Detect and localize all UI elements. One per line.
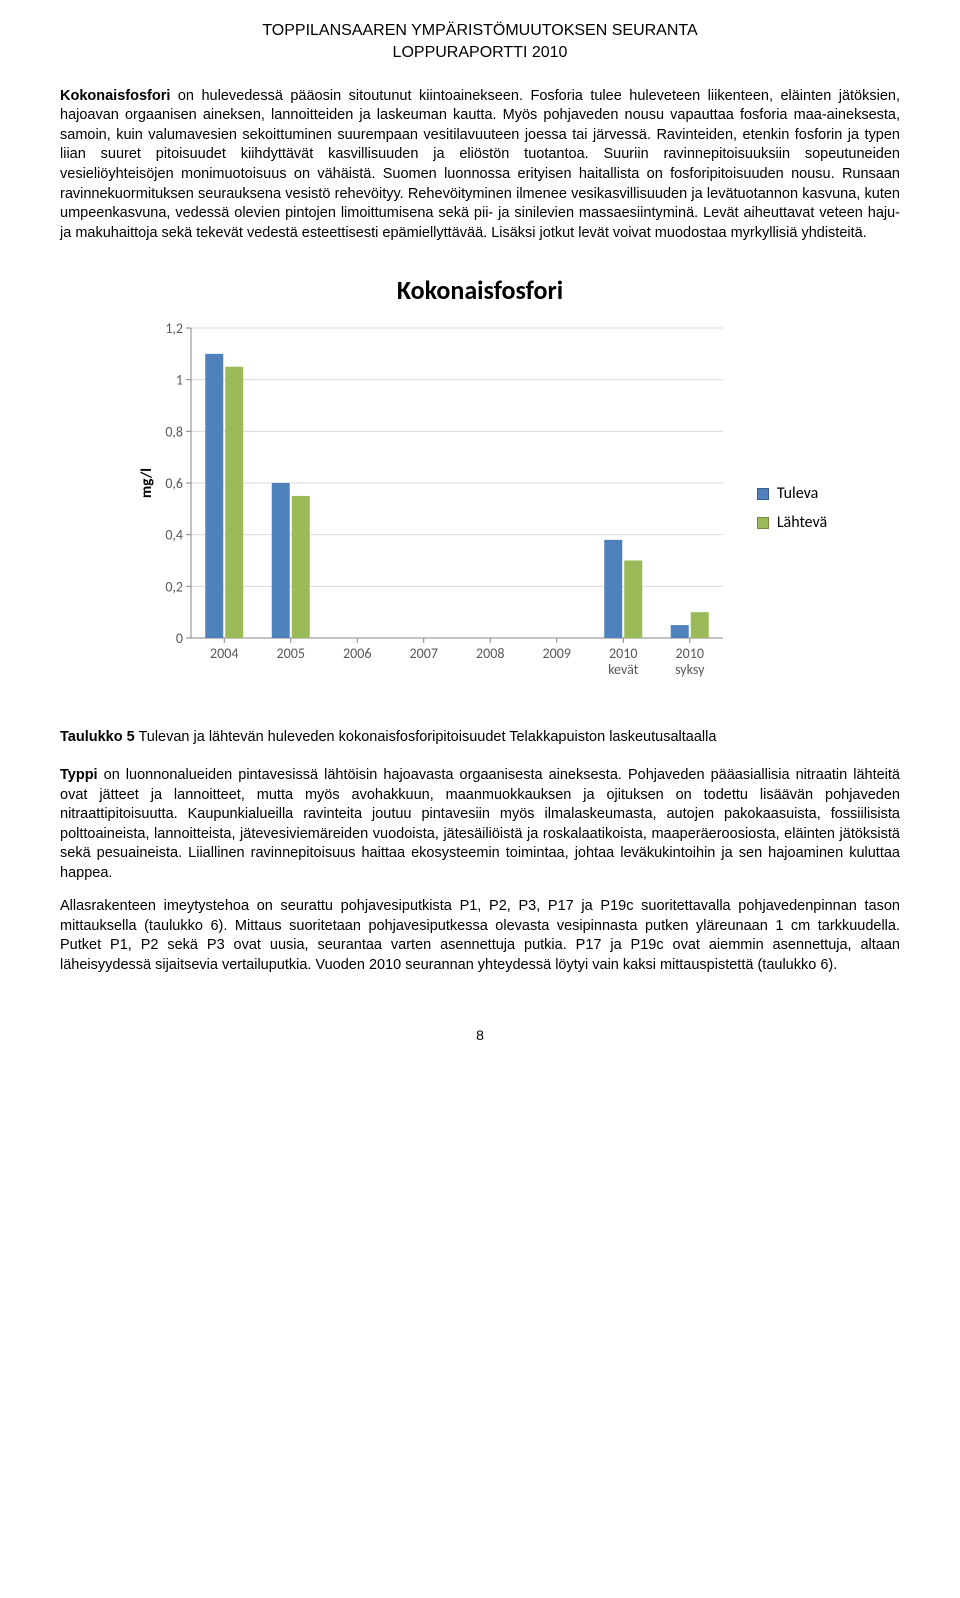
legend-swatch-tuleva bbox=[757, 488, 769, 500]
svg-text:2004: 2004 bbox=[210, 645, 238, 662]
svg-text:0,8: 0,8 bbox=[165, 424, 183, 441]
chart-body: 0 0,2 0,4 0,6 0,8 1 1,2 mg/l 2004 2005 2006 2007 200… bbox=[60, 318, 900, 698]
para2-lead: Typpi bbox=[60, 767, 98, 783]
paragraph-typpi: Typpi on luonnonalueiden pintavesissä lä… bbox=[60, 766, 900, 883]
chart-box: Kokonaisfosfori 0 0,2 0,4 0,6 0,8 1 1,2 mg/l 200… bbox=[60, 265, 900, 698]
svg-text:0: 0 bbox=[176, 630, 183, 647]
doc-header: TOPPILANSAAREN YMPÄRISTÖMUUTOKSEN SEURAN… bbox=[60, 20, 900, 65]
chart-title: Kokonaisfosfori bbox=[60, 273, 900, 308]
svg-text:syksy: syksy bbox=[675, 661, 705, 678]
page-number: 8 bbox=[60, 1026, 900, 1045]
svg-text:2008: 2008 bbox=[476, 645, 504, 662]
document-page: TOPPILANSAAREN YMPÄRISTÖMUUTOKSEN SEURAN… bbox=[0, 0, 960, 1084]
table5-caption: Taulukko 5 Tulevan ja lähtevän huleveden… bbox=[60, 728, 900, 748]
legend-item-lahteva: Lähtevä bbox=[757, 512, 827, 534]
svg-text:kevät: kevät bbox=[608, 661, 639, 678]
svg-text:2006: 2006 bbox=[343, 645, 371, 662]
svg-text:1,2: 1,2 bbox=[165, 320, 183, 337]
legend-label-lahteva: Lähtevä bbox=[777, 512, 827, 534]
legend-swatch-lahteva bbox=[757, 517, 769, 529]
para1-lead: Kokonaisfosfori bbox=[60, 88, 170, 104]
paragraph-allasrakenne: Allasrakenteen imeytystehoa on seurattu … bbox=[60, 897, 900, 975]
chart-container: Kokonaisfosfori 0 0,2 0,4 0,6 0,8 1 1,2 mg/l 200… bbox=[60, 265, 900, 698]
svg-text:2009: 2009 bbox=[542, 645, 570, 662]
paragraph-kokonaisfosfori: Kokonaisfosfori on hulevedessä pääosin s… bbox=[60, 87, 900, 244]
para1-body: on hulevedessä pääosin sitoutunut kiinto… bbox=[60, 88, 900, 241]
svg-text:1: 1 bbox=[176, 372, 183, 389]
caption-body: Tulevan ja lähtevän huleveden kokonaisfo… bbox=[135, 729, 717, 745]
svg-text:mg/l: mg/l bbox=[138, 468, 156, 498]
para2-body: on luonnonalueiden pintavesissä lähtöisi… bbox=[60, 767, 900, 881]
doc-header-line2: LOPPURAPORTTI 2010 bbox=[60, 42, 900, 64]
chart-legend: Tuleva Lähtevä bbox=[757, 475, 827, 542]
svg-text:0,6: 0,6 bbox=[165, 475, 183, 492]
svg-text:0,4: 0,4 bbox=[165, 527, 183, 544]
svg-text:2010: 2010 bbox=[609, 645, 637, 662]
caption-lead: Taulukko 5 bbox=[60, 729, 135, 745]
legend-item-tuleva: Tuleva bbox=[757, 483, 827, 505]
svg-text:2010: 2010 bbox=[675, 645, 703, 662]
doc-header-line1: TOPPILANSAAREN YMPÄRISTÖMUUTOKSEN SEURAN… bbox=[60, 20, 900, 42]
bar-chart: 0 0,2 0,4 0,6 0,8 1 1,2 mg/l 2004 2005 2006 2007 200… bbox=[133, 318, 733, 698]
svg-text:0,2: 0,2 bbox=[165, 579, 183, 596]
svg-text:2005: 2005 bbox=[276, 645, 304, 662]
svg-text:2007: 2007 bbox=[409, 645, 437, 662]
legend-label-tuleva: Tuleva bbox=[777, 483, 818, 505]
